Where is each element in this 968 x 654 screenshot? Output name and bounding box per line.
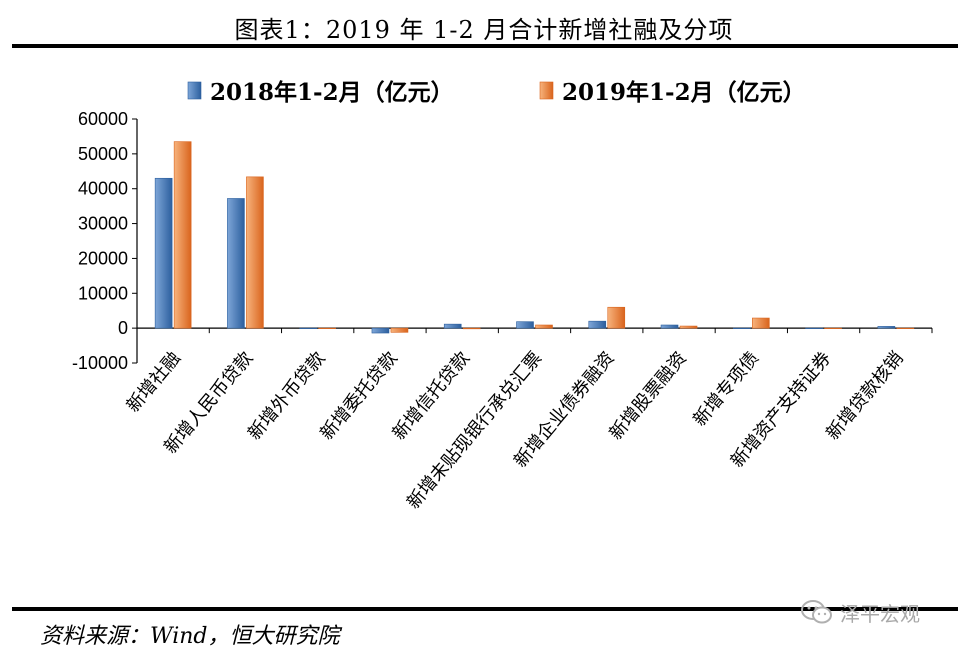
bar-series-1-7 <box>660 324 679 329</box>
bar-series-2-8 <box>752 317 770 329</box>
y-tick-label: 30000 <box>78 214 128 234</box>
bar-series-1-6 <box>588 320 607 329</box>
bar-series-2-4 <box>462 327 481 330</box>
legend-label-2: 2019年1-2月（亿元） <box>562 79 806 106</box>
watermark: 泽平宏观 <box>800 598 920 626</box>
bar-series-1-10 <box>877 326 896 329</box>
y-tick-label: -10000 <box>72 353 128 373</box>
y-tick-label: 40000 <box>78 179 128 199</box>
source-note: 资料来源：Wind，恒大研究院 <box>40 624 340 649</box>
y-tick-label: 60000 <box>78 109 128 129</box>
bar-series-1-4 <box>443 323 462 329</box>
bar-series-2-3 <box>390 327 409 333</box>
bar-series-1-1 <box>227 198 245 329</box>
bar-series-1-0 <box>154 177 173 329</box>
bar-series-2-2 <box>318 327 336 329</box>
y-tick-label: 10000 <box>78 283 128 303</box>
bar-series-2-1 <box>246 176 264 329</box>
x-category-label: 新增未贴现银行承兑汇票 <box>403 348 546 513</box>
legend-label-1: 2018年1-2月（亿元） <box>210 79 454 106</box>
bar-chart: 2018年1-2月（亿元） 2019年1-2月（亿元） 60000 50000 400… <box>72 79 933 513</box>
x-category-label: 新增社融 <box>123 348 185 417</box>
bar-series-1-3 <box>371 327 390 334</box>
watermark-text: 泽平宏观 <box>840 601 920 626</box>
bar-series-1-5 <box>516 321 534 329</box>
bar-series-1-8 <box>733 327 751 329</box>
chart-title: 图表1：2019 年 1-2 月合计新增社融及分项 <box>234 16 734 44</box>
bar-series-2-0 <box>173 141 192 329</box>
bar-series-2-10 <box>896 327 915 329</box>
y-tick-label: 50000 <box>78 144 128 164</box>
legend-swatch-1 <box>187 81 202 100</box>
y-tick-label: 0 <box>118 318 128 338</box>
legend-swatch-2 <box>539 81 554 100</box>
top-rule <box>12 44 958 48</box>
bar-series-2-6 <box>607 306 626 329</box>
x-category-label: 新增专项债 <box>689 348 763 430</box>
bar-series-1-2 <box>299 327 317 329</box>
y-tick-label: 20000 <box>78 248 128 268</box>
bottom-rule <box>12 607 958 611</box>
bar-series-2-9 <box>824 327 842 329</box>
bar-series-2-7 <box>679 325 698 329</box>
x-category-label: 新增股票融资 <box>605 348 691 444</box>
bar-series-1-9 <box>805 327 823 329</box>
wechat-icon <box>801 600 832 624</box>
x-category-label: 新增贷款核销 <box>822 348 908 444</box>
bar-series-2-5 <box>535 324 553 329</box>
